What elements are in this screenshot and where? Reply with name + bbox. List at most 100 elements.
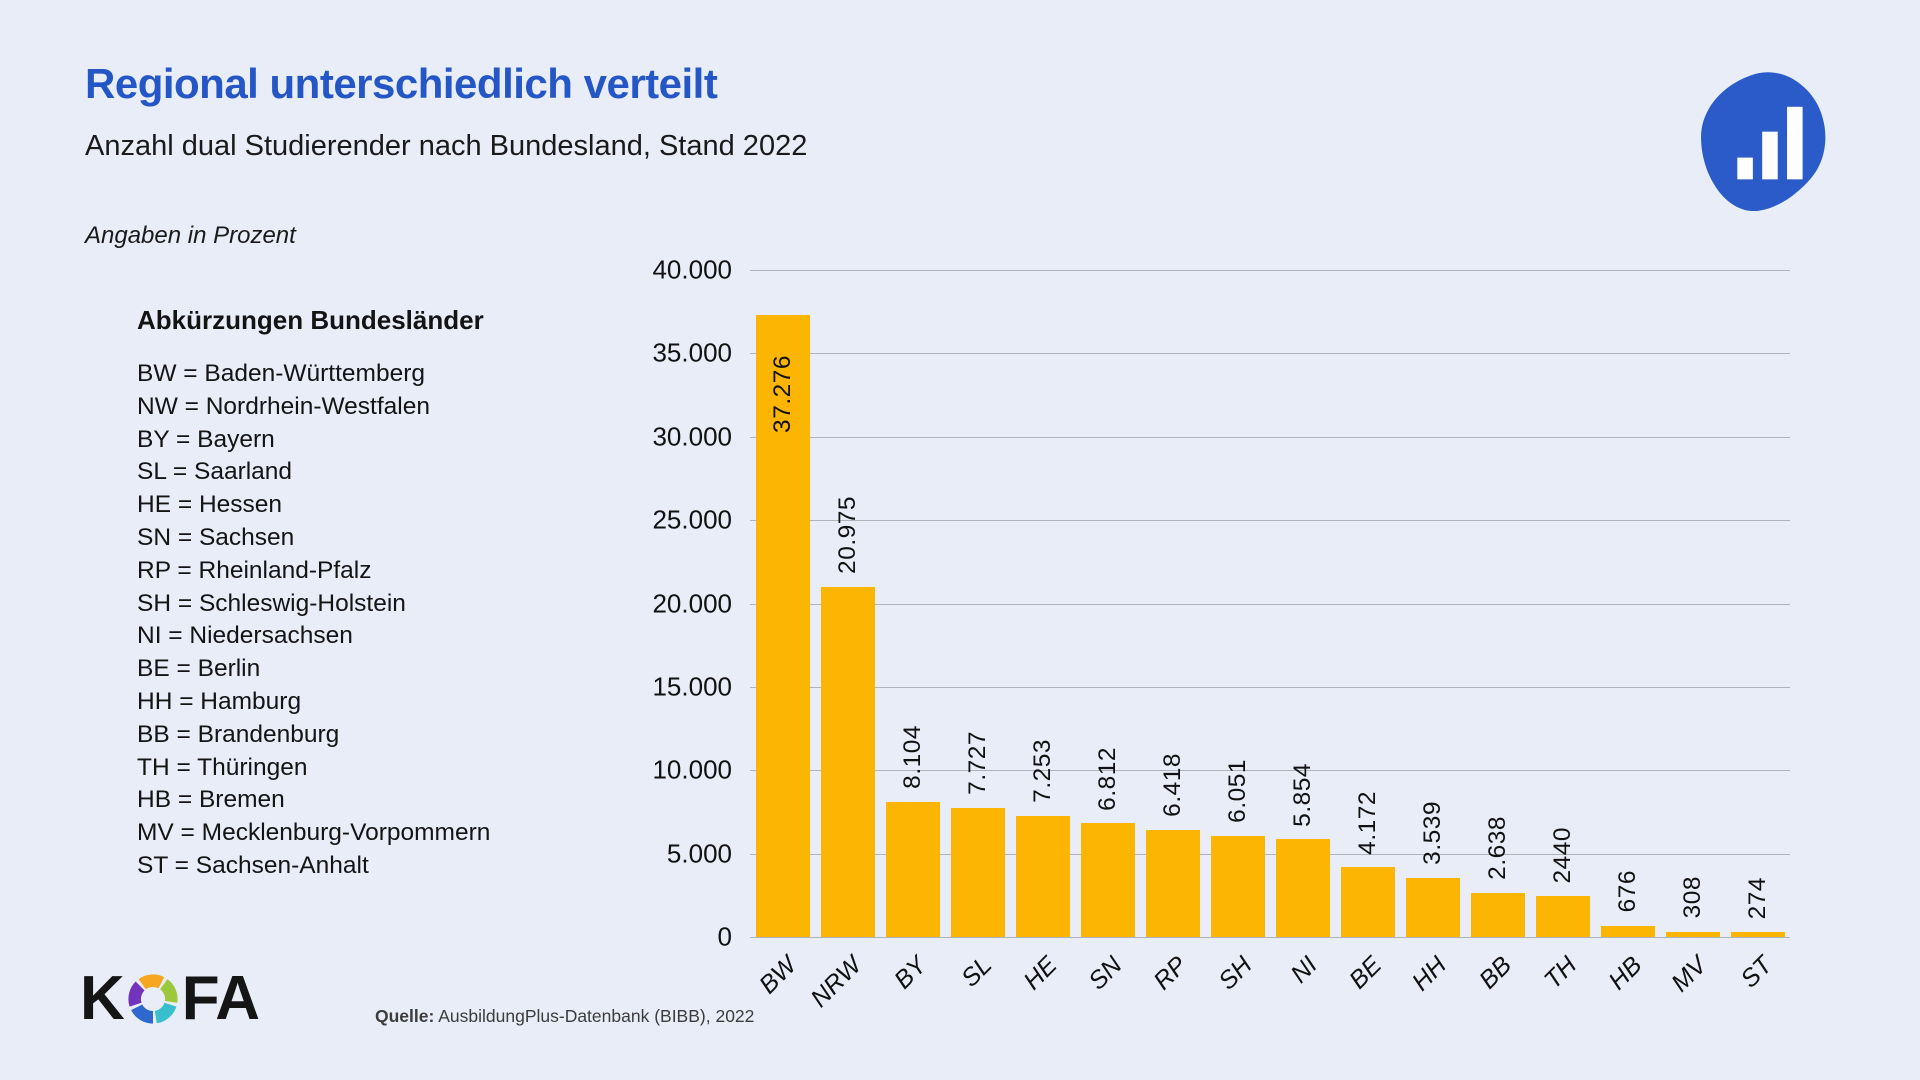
value-label-ST: 274 <box>1743 877 1771 920</box>
bar-BY <box>885 801 940 937</box>
bar-NRW <box>820 587 875 937</box>
bar-plot: 37.276 BW 20.975 NRW 8.104 BY 7.727 SL 7.253 HE 6.… <box>750 270 1790 1013</box>
value-label-wrap: 5.854 <box>1289 763 1317 832</box>
value-label-NI: 5.854 <box>1288 762 1316 827</box>
bar-SN <box>1080 823 1135 937</box>
legend-item: HE = Hessen <box>137 491 283 519</box>
value-label-NRW: 20.975 <box>833 496 861 575</box>
value-label-wrap: 37.276 <box>769 355 797 438</box>
bar-column-RP: 6.418 RP <box>1140 270 1205 995</box>
value-label-BW: 37.276 <box>768 354 796 433</box>
x-tick-label-ST: ST <box>1734 951 1778 994</box>
bar-RP <box>1145 829 1200 937</box>
x-tick-label-BE: BE <box>1343 951 1388 995</box>
gridline <box>750 937 1790 938</box>
bar-column-NI: 5.854 NI <box>1270 270 1335 988</box>
value-label-HE: 7.253 <box>1028 739 1056 804</box>
kofa-logo: K FA <box>80 963 260 1034</box>
bar-ST <box>1730 932 1785 937</box>
value-label-BE: 4.172 <box>1353 790 1381 855</box>
x-tick-label-NRW: NRW <box>805 951 868 1013</box>
legend-item: HB = Bremen <box>137 786 285 814</box>
aperture-icon <box>128 973 178 1024</box>
y-tick-label: 40.000 <box>652 254 732 285</box>
value-label-HB: 676 <box>1613 870 1641 913</box>
legend-item: ST = Sachsen-Anhalt <box>137 851 369 879</box>
bar-BE <box>1340 867 1395 937</box>
bar-column-BW: 37.276 BW <box>750 270 815 999</box>
x-tick-label-SL: SL <box>955 951 998 993</box>
x-tick-label-BY: BY <box>888 951 933 995</box>
value-label-TH: 2440 <box>1548 826 1576 884</box>
value-label-wrap: 7.727 <box>964 731 992 800</box>
x-tick-label-SH: SH <box>1212 951 1258 996</box>
bar-SL <box>950 808 1005 937</box>
page-title: Regional unterschiedlich verteilt <box>85 60 718 107</box>
x-tick-label-BW: BW <box>754 951 803 1000</box>
x-tick-label-RP: RP <box>1147 951 1193 996</box>
value-label-MV: 308 <box>1678 876 1706 919</box>
units-note: Angaben in Prozent <box>85 222 296 249</box>
source-label: Quelle: <box>375 1006 435 1026</box>
value-label-wrap: 20.975 <box>834 496 862 579</box>
bar-HB <box>1600 925 1655 937</box>
x-tick-label-SN: SN <box>1082 951 1128 996</box>
bar-column-HH: 3.539 HH <box>1400 270 1465 996</box>
source-text: AusbildungPlus-Datenbank (BIBB), 2022 <box>434 1006 755 1026</box>
x-tick-label-BB: BB <box>1473 951 1518 995</box>
bar-BW <box>755 315 810 937</box>
value-label-HH: 3.539 <box>1418 801 1446 865</box>
value-label-wrap: 308 <box>1679 876 1707 923</box>
value-label-wrap: 676 <box>1614 870 1642 917</box>
bar-column-HE: 7.253 HE <box>1010 270 1075 995</box>
x-tick-label-HE: HE <box>1017 951 1063 996</box>
value-label-wrap: 2.638 <box>1484 816 1512 885</box>
legend-list: BW = Baden-Württemberg NW = Nordrhein-Wes… <box>137 358 557 883</box>
value-label-BB: 2.638 <box>1483 816 1511 881</box>
legend-item: RP = Rheinland-Pfalz <box>137 556 372 584</box>
bar-chart: 40.000 35.000 30.000 25.000 20.000 15.000 10.0… <box>600 255 1800 1030</box>
gridline <box>750 686 1790 688</box>
bar-HH <box>1405 878 1460 937</box>
bar-column-ST: 274 ST <box>1725 270 1790 993</box>
gridline <box>750 353 1790 355</box>
bar-column-BY: 8.104 BY <box>880 270 945 994</box>
value-label-SN: 6.812 <box>1093 746 1121 811</box>
bar-column-HB: 676 HB <box>1595 270 1660 995</box>
legend-item: MV = Mecklenburg-Vorpommern <box>137 819 491 847</box>
bar-column-BE: 4.172 BE <box>1335 270 1400 994</box>
y-tick-label: 10.000 <box>652 754 732 785</box>
y-tick-label: 35.000 <box>652 337 732 368</box>
bar-column-BB: 2.638 BB <box>1465 270 1530 994</box>
bar-SH <box>1210 836 1265 937</box>
x-tick-label-HB: HB <box>1602 951 1648 996</box>
value-label-wrap: 8.104 <box>899 725 927 794</box>
bar-chart-pentagon-icon <box>1701 72 1826 212</box>
bar-NI <box>1275 839 1330 937</box>
bar-column-SH: 6.051 SH <box>1205 270 1270 995</box>
value-label-wrap: 7.253 <box>1029 739 1057 808</box>
legend-item: SL = Saarland <box>137 458 293 486</box>
value-label-SH: 6.051 <box>1223 759 1251 824</box>
legend-item: NW = Nordrhein-Westfalen <box>137 392 430 420</box>
bar-column-SL: 7.727 SL <box>945 270 1010 992</box>
bar-column-TH: 2440 TH <box>1530 270 1595 994</box>
abbreviation-legend: Abkürzungen Bundesländer BW = Baden-Würt… <box>137 305 557 883</box>
gridline <box>750 436 1790 438</box>
value-label-BY: 8.104 <box>898 725 926 789</box>
gridline <box>750 520 1790 522</box>
legend-item: HH = Hamburg <box>137 687 302 715</box>
gridline <box>750 270 1790 271</box>
legend-item: BW = Baden-Württemberg <box>137 360 425 387</box>
bar-column-SN: 6.812 SN <box>1075 270 1140 995</box>
y-tick-label: 5.000 <box>666 838 732 869</box>
y-tick-label: 25.000 <box>652 504 732 535</box>
y-tick-label: 20.000 <box>652 588 732 618</box>
brand-logo <box>1700 68 1842 214</box>
y-tick-label: 0 <box>717 921 732 952</box>
y-axis-labels: 40.000 35.000 30.000 25.000 20.000 15.000 10.0… <box>600 255 732 952</box>
x-tick-label-HH: HH <box>1406 951 1453 997</box>
y-tick-label: 15.000 <box>652 671 732 702</box>
value-label-RP: 6.418 <box>1158 753 1186 817</box>
